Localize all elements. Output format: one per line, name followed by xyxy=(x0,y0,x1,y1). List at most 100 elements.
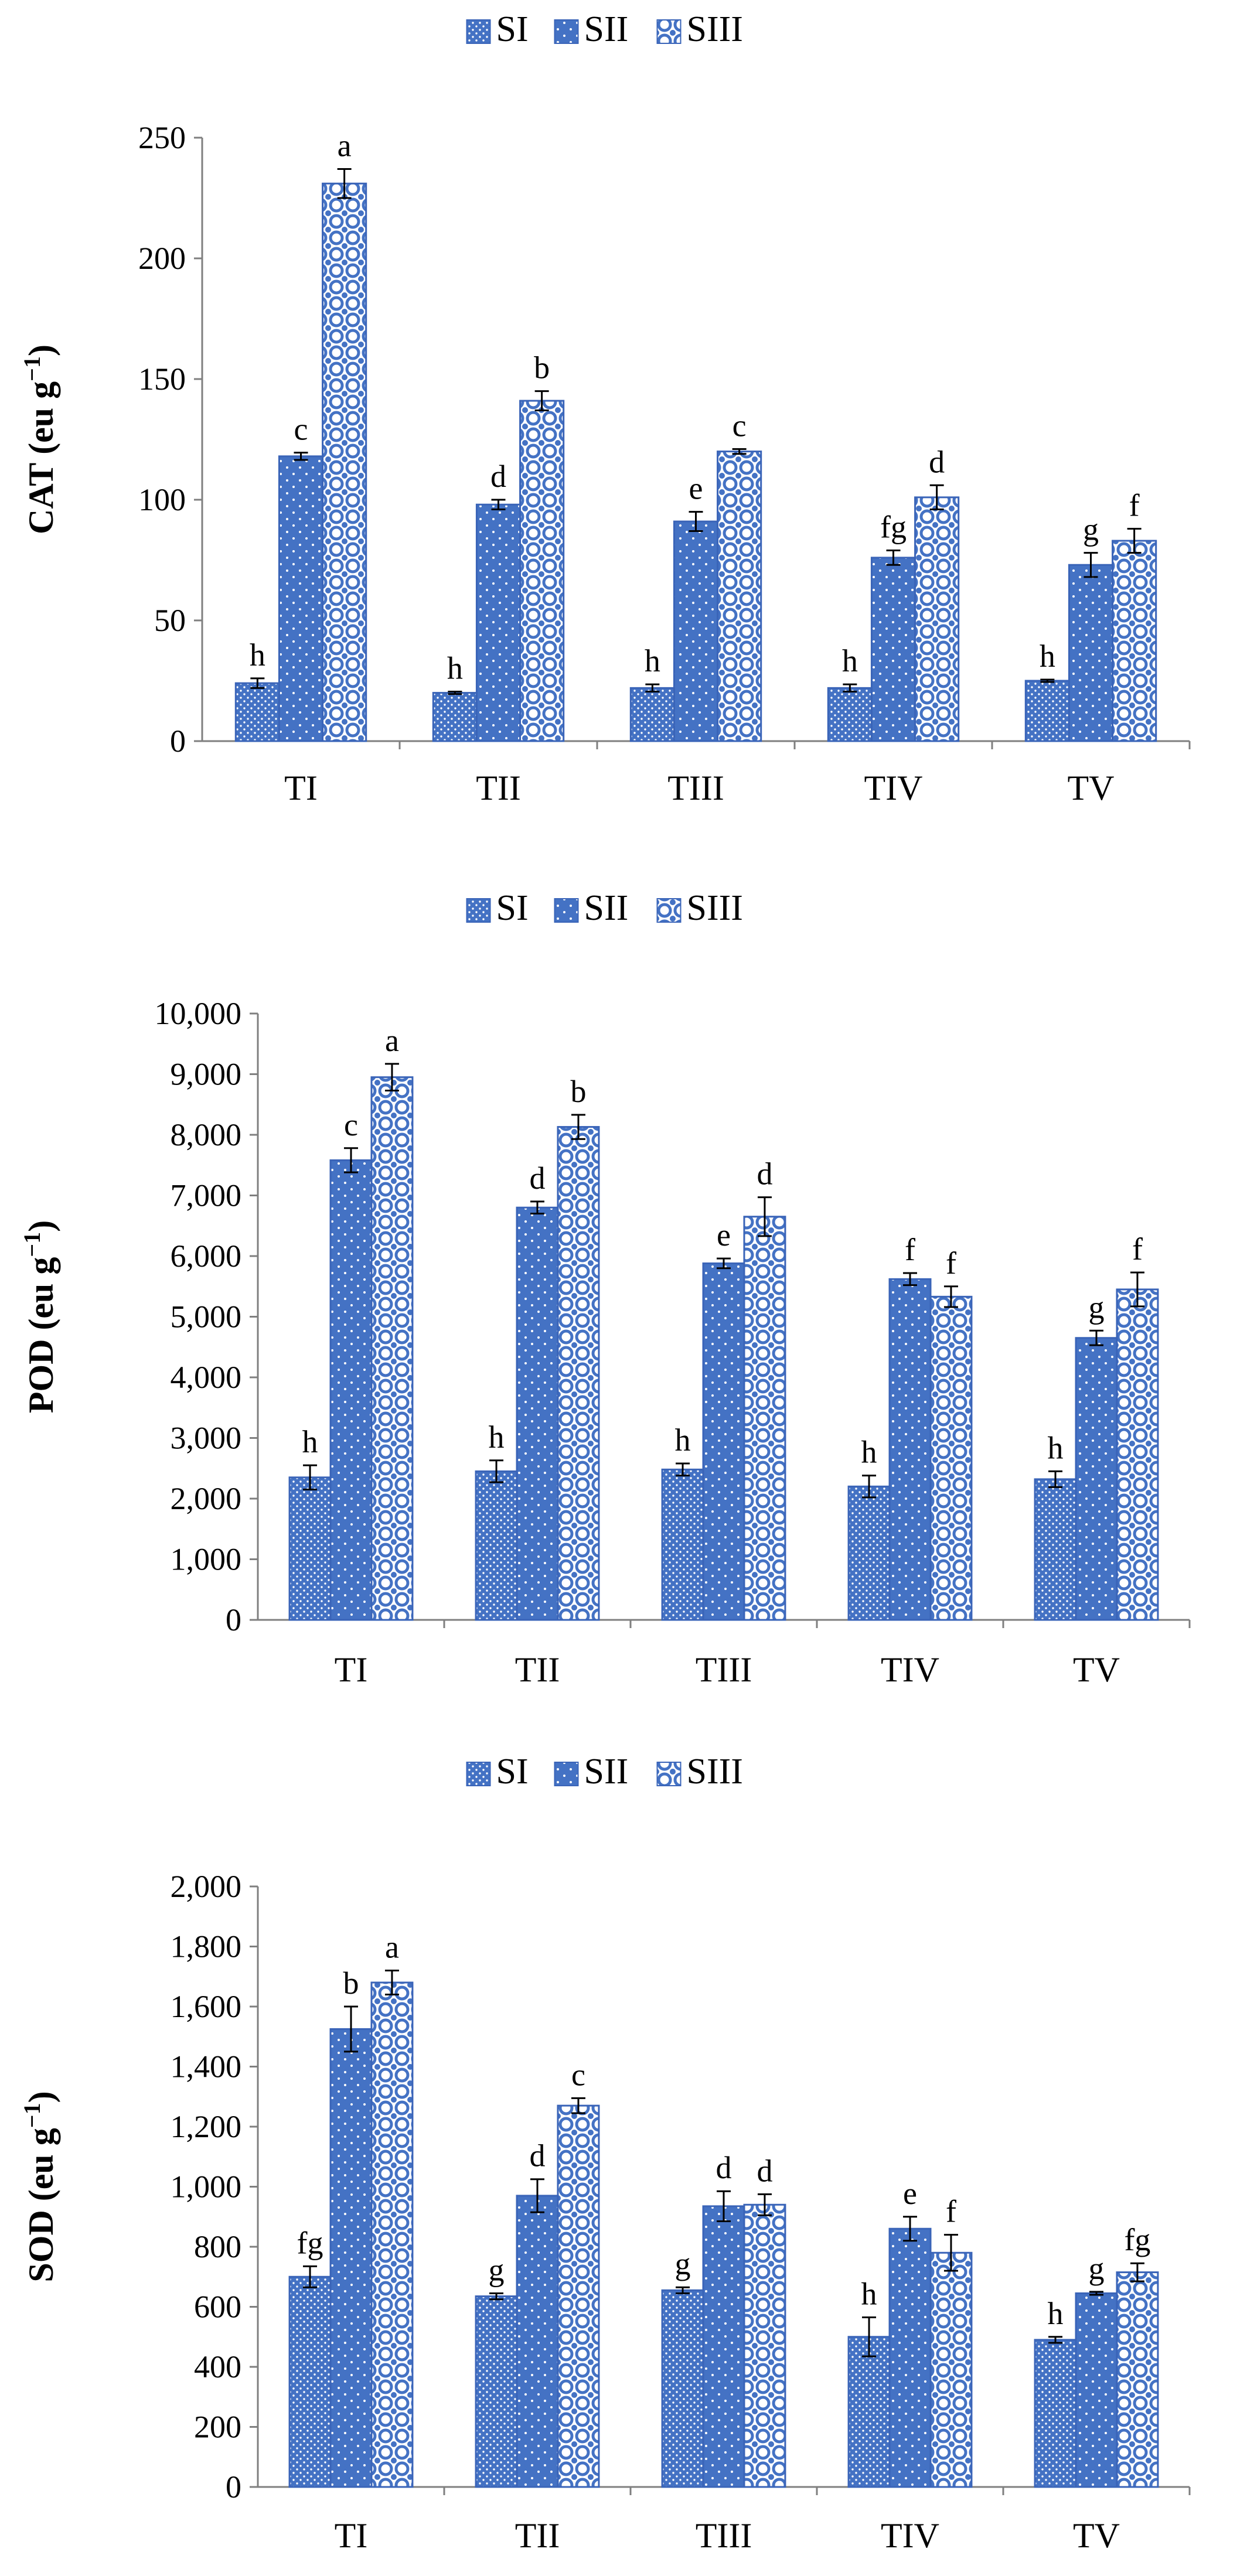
y-tick-label: 200 xyxy=(194,2410,241,2445)
significance-letter: c xyxy=(294,412,308,447)
bar-sii xyxy=(888,1278,932,1621)
significance-letter: e xyxy=(717,1217,731,1253)
bar-sii xyxy=(475,503,522,742)
bar-siii xyxy=(929,2251,973,2488)
x-category-label: TV xyxy=(1068,769,1115,807)
y-tick-label: 250 xyxy=(138,120,186,155)
chart-3: SI SII SIII SOD (eu g−1) 0 200 400 600 800 1,000 1… xyxy=(19,1752,1191,2555)
bar-siii xyxy=(370,1981,414,2488)
significance-letter: a xyxy=(385,1930,399,1965)
chart-2: SI SII SIII POD (eu g−1) 0 1,000 2,000 3,000 4,0… xyxy=(19,888,1191,1689)
y-tick-label: 0 xyxy=(226,2469,241,2505)
bar-siii xyxy=(929,1295,973,1621)
y-tick-label: 1,400 xyxy=(171,2049,242,2084)
significance-letter: b xyxy=(570,1074,586,1109)
bar-sii xyxy=(1075,1337,1118,1621)
bar-siii xyxy=(914,496,960,742)
significance-letter: a xyxy=(338,128,352,163)
legend-label-siii: SIII xyxy=(687,1752,743,1792)
y-tick-label: 1,200 xyxy=(171,2109,242,2144)
significance-letter: d xyxy=(530,1161,546,1196)
significance-letter: c xyxy=(571,2057,585,2092)
legend-label-siii: SIII xyxy=(687,888,743,928)
bar-siii xyxy=(322,182,367,742)
significance-letter: fg xyxy=(880,510,907,545)
bar-siii xyxy=(519,400,565,742)
significance-letter: f xyxy=(946,1246,956,1281)
bar-sii xyxy=(870,557,916,742)
x-category-label: TIV xyxy=(864,769,923,807)
y-tick-label: 2,000 xyxy=(171,1869,242,1904)
significance-letter: d xyxy=(757,2153,772,2188)
legend-swatch-si xyxy=(466,19,491,44)
significance-letter: e xyxy=(903,2176,917,2211)
bar-sii xyxy=(329,1159,373,1621)
bar-sii xyxy=(702,2205,745,2488)
significance-letter: h xyxy=(645,643,660,678)
legend-label-si: SI xyxy=(496,9,529,49)
significance-letter: d xyxy=(716,2150,732,2185)
bar-si xyxy=(288,1476,332,1621)
x-category-label: TI xyxy=(284,769,318,807)
significance-letter: g xyxy=(1089,1289,1105,1325)
chart-1: SI SII SIII CAT (eu g−1) 0 50 100 150 200 250 TI h c… xyxy=(19,9,1191,807)
bar-si xyxy=(629,687,675,742)
significance-letter: a xyxy=(385,1023,399,1058)
y-tick-label: 800 xyxy=(194,2229,241,2264)
charts-group: SI SII SIII CAT (eu g−1) 0 50 100 150 200 250 TI h c… xyxy=(19,9,1191,2555)
significance-letter: d xyxy=(530,2138,546,2174)
legend-swatch-si xyxy=(466,1762,491,1786)
bar-si xyxy=(432,692,478,742)
x-category-label: TII xyxy=(476,769,521,807)
bar-si xyxy=(475,2295,518,2488)
y-tick-label: 6,000 xyxy=(171,1238,242,1274)
significance-letter: c xyxy=(732,408,747,443)
x-category-label: TIII xyxy=(696,2516,752,2555)
bar-si xyxy=(288,2275,332,2488)
bar-sii xyxy=(702,1262,745,1621)
bar-siii xyxy=(717,451,762,742)
y-tick-label: 3,000 xyxy=(171,1421,242,1456)
legend-swatch-si xyxy=(466,898,491,923)
x-category-label: TIII xyxy=(667,769,724,807)
bar-si xyxy=(1024,680,1070,742)
bar-siii xyxy=(557,1126,600,1621)
y-tick-label: 200 xyxy=(138,241,186,276)
significance-letter: d xyxy=(757,1156,772,1192)
significance-letter: fg xyxy=(297,2225,323,2260)
bar-si xyxy=(827,687,873,742)
legend: SI SII SIII xyxy=(466,888,743,928)
significance-letter: h xyxy=(1040,639,1055,674)
bar-si xyxy=(847,1485,891,1621)
legend-swatch-siii xyxy=(656,898,682,923)
y-tick-label: 1,000 xyxy=(171,2169,242,2205)
legend-swatch-siii xyxy=(656,19,682,44)
y-tick-label: 1,600 xyxy=(171,1989,242,2024)
significance-letter: h xyxy=(447,651,463,686)
bar-si xyxy=(475,1470,518,1621)
legend-label-siii: SIII xyxy=(687,9,743,49)
legend-label-sii: SII xyxy=(584,888,629,928)
x-category-label: TI xyxy=(335,1650,368,1689)
bar-sii xyxy=(888,2227,932,2488)
bar-si xyxy=(234,682,280,742)
y-tick-label: 1,800 xyxy=(171,1929,242,1964)
significance-letter: c xyxy=(344,1107,358,1142)
significance-letter: h xyxy=(302,1424,318,1459)
y-axis-label: SOD (eu g−1) xyxy=(19,2091,60,2282)
bar-si xyxy=(661,2289,704,2488)
y-axis-label: POD (eu g−1) xyxy=(19,1220,60,1413)
y-tick-label: 0 xyxy=(170,724,186,759)
y-tick-label: 50 xyxy=(154,603,186,638)
bar-sii xyxy=(516,1206,559,1621)
bar-siii xyxy=(1116,2271,1159,2488)
legend-swatch-sii xyxy=(554,1762,579,1786)
y-tick-label: 100 xyxy=(138,482,186,517)
y-tick-label: 9,000 xyxy=(171,1057,242,1092)
significance-letter: fg xyxy=(1124,2222,1150,2257)
legend: SI SII SIII xyxy=(466,1752,743,1792)
significance-letter: e xyxy=(689,471,703,506)
x-category-label: TIII xyxy=(696,1650,752,1689)
legend-swatch-siii xyxy=(656,1762,682,1786)
